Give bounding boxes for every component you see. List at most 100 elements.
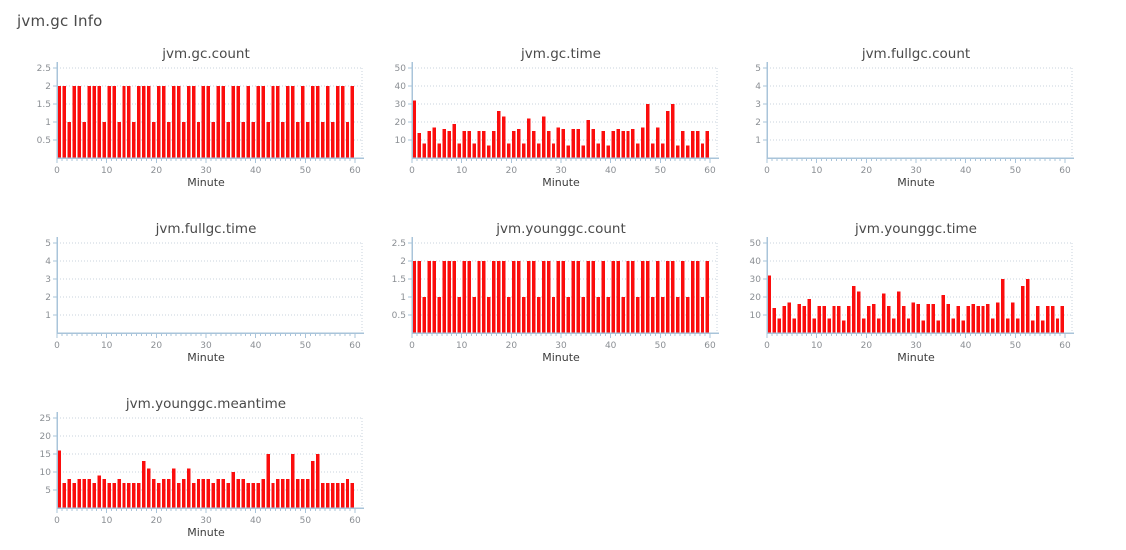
y-tick-label: 2 — [755, 118, 761, 128]
gridlines — [53, 242, 363, 333]
bar — [581, 145, 586, 158]
bar — [432, 127, 437, 158]
bar — [616, 261, 620, 333]
bar — [271, 86, 275, 158]
bar — [507, 297, 511, 333]
bar — [186, 468, 191, 508]
bar — [162, 479, 166, 508]
x-tick-label: 20 — [151, 166, 163, 176]
chart-svg-jvm-younggc-time: jvm.younggc.time 10 20 30 40 50 0 10 20 30 40 50 60 M… — [750, 221, 1074, 364]
bar — [1045, 306, 1050, 333]
bar — [526, 118, 531, 158]
x-tick-label: 50 — [655, 166, 667, 176]
bar — [432, 261, 437, 333]
bar — [946, 304, 950, 333]
y-tick-label: 10 — [395, 136, 407, 146]
bar — [236, 479, 240, 508]
bar — [311, 461, 315, 508]
bar — [122, 482, 126, 508]
bar — [517, 129, 521, 158]
bar — [551, 143, 556, 158]
y-tick-label: 1 — [45, 311, 51, 321]
bars — [412, 100, 710, 158]
bar — [675, 297, 680, 333]
x-axis-label: Minute — [187, 351, 225, 364]
bar — [497, 261, 501, 333]
chart-title: jvm.younggc.time — [854, 221, 977, 237]
bar — [996, 302, 1000, 333]
bar — [561, 261, 566, 333]
x-tick-label: 0 — [409, 341, 415, 351]
bar — [246, 482, 250, 508]
bar — [891, 318, 896, 333]
bar — [57, 86, 62, 158]
bar — [72, 482, 77, 508]
bar — [226, 482, 231, 508]
bar — [842, 320, 846, 333]
bar — [447, 131, 451, 158]
x-tick-label: 50 — [1010, 341, 1022, 351]
bars — [57, 450, 355, 508]
x-axis-label: Minute — [897, 176, 935, 189]
bar — [271, 482, 275, 508]
bar — [462, 131, 466, 158]
bar — [72, 86, 77, 158]
y-tick-label: 2 — [45, 82, 51, 92]
bar — [631, 261, 635, 333]
charts-grid: jvm.gc.count 0.5 1 1.5 2 2.5 0 10 20 30 40 50 60 Minu… — [10, 44, 1126, 543]
bar — [991, 318, 995, 333]
bar — [281, 122, 285, 158]
y-tick-label: 0.5 — [37, 136, 51, 146]
x-tick-label: 10 — [101, 516, 113, 526]
bar — [1030, 320, 1035, 333]
bar — [77, 86, 82, 158]
bar — [685, 297, 690, 333]
bar — [646, 261, 650, 333]
bar — [320, 482, 325, 508]
bar — [1006, 318, 1010, 333]
bar — [437, 143, 441, 158]
bar — [636, 143, 640, 158]
bar — [1055, 318, 1060, 333]
bar — [787, 302, 792, 333]
y-tick-label: 50 — [395, 64, 407, 74]
bar — [656, 261, 660, 333]
bar — [571, 129, 576, 158]
bar — [812, 318, 816, 333]
bar — [690, 261, 695, 333]
bar — [556, 261, 561, 333]
bar — [137, 482, 141, 508]
x-axis-label: Minute — [542, 176, 580, 189]
bar — [596, 143, 600, 158]
bar — [651, 143, 655, 158]
bar — [231, 86, 235, 158]
bar — [896, 291, 901, 333]
bar — [601, 131, 605, 158]
y-tick-label: 10 — [750, 311, 762, 321]
bar — [512, 261, 516, 333]
bar — [487, 145, 491, 158]
bar — [611, 261, 615, 333]
bar — [666, 261, 670, 333]
bar — [646, 104, 650, 158]
bar — [315, 454, 320, 508]
bar — [147, 468, 151, 508]
bar — [417, 132, 422, 158]
x-tick-label: 10 — [811, 341, 823, 351]
bar — [971, 304, 975, 333]
bar — [127, 482, 131, 508]
y-tick-label: 10 — [40, 468, 52, 478]
axes — [56, 237, 364, 338]
bar — [772, 307, 777, 333]
bar — [1035, 306, 1040, 333]
bars — [767, 275, 1065, 333]
bar — [206, 86, 211, 158]
y-tick-label: 5 — [755, 64, 761, 74]
x-tick-label: 30 — [200, 516, 212, 526]
bar — [807, 298, 811, 333]
axes — [411, 62, 719, 163]
y-tick-label: 3 — [755, 100, 761, 110]
x-tick-label: 20 — [861, 166, 873, 176]
bar — [251, 482, 255, 508]
